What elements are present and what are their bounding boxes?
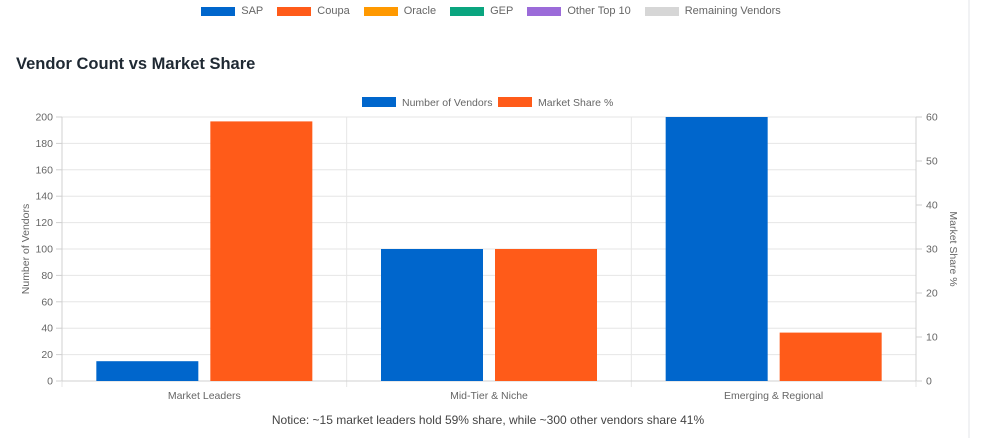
vendor-count-bar: [381, 249, 483, 381]
legend-label: Other Top 10: [567, 5, 631, 17]
x-tick-label: Emerging & Regional: [724, 390, 823, 402]
vendor-count-bar: [96, 361, 199, 381]
y-right-tick-label: 30: [926, 244, 938, 256]
legend-swatch: [363, 6, 398, 16]
legend-swatch: [201, 6, 236, 16]
top-legend-item[interactable]: GEP: [450, 4, 513, 18]
y-right-tick-label: 50: [926, 156, 938, 168]
y-tick-label: 140: [35, 191, 53, 203]
section-title: Vendor Count vs Market Share: [16, 55, 256, 73]
legend-label: Coupa: [317, 5, 350, 17]
y-right-tick-label: 40: [926, 200, 938, 212]
chart-notice: Notice: ~15 market leaders hold 59% shar…: [271, 413, 705, 427]
y-right-tick-label: 20: [926, 288, 938, 300]
y-tick-label: 60: [41, 296, 53, 308]
x-tick-label: Mid-Tier & Niche: [450, 390, 528, 402]
y-right-axis-title: Market Share %: [947, 211, 959, 286]
y-tick-label: 80: [41, 270, 53, 282]
legend-label: Remaining Vendors: [684, 5, 781, 17]
legend-swatch: [277, 6, 312, 16]
top-legend-item[interactable]: Oracle: [363, 4, 437, 18]
y-tick-label: 120: [35, 217, 53, 229]
y-tick-label: 100: [35, 244, 53, 256]
legend-label: GEP: [490, 5, 514, 17]
page-right-rule: [968, 0, 970, 438]
chart-legend-swatch: [362, 97, 396, 107]
top-legend-item[interactable]: Coupa: [277, 4, 350, 18]
y-right-tick-label: 10: [926, 332, 938, 344]
y-tick-label: 180: [35, 138, 53, 150]
market-share-bar: [495, 249, 597, 381]
y-tick-label: 40: [41, 323, 53, 335]
y-axis-title: Number of Vendors: [20, 204, 32, 294]
chart-legend-swatch: [498, 97, 532, 107]
chart-legend-label: Market Share %: [538, 97, 613, 109]
top-legend: SAP Coupa Oracle GEP Other Top 10 Remaining V…: [0, 4, 982, 18]
legend-label: SAP: [241, 5, 264, 17]
legend-swatch: [644, 6, 679, 16]
legend-swatch: [527, 6, 562, 16]
y-tick-label: 20: [41, 349, 53, 361]
vendor-count-bar: [665, 117, 768, 381]
y-tick-label: 200: [35, 112, 53, 124]
market-share-bar: [779, 332, 882, 381]
market-share-bar: [210, 121, 313, 382]
legend-swatch: [450, 6, 485, 16]
top-legend-item[interactable]: Other Top 10: [527, 4, 631, 18]
y-tick-label: 0: [47, 376, 53, 388]
top-legend-item[interactable]: SAP: [201, 4, 263, 18]
x-tick-label: Market Leaders: [168, 390, 241, 402]
y-tick-label: 160: [35, 164, 53, 176]
legend-label: Oracle: [403, 5, 437, 17]
top-legend-item[interactable]: Remaining Vendors: [644, 4, 781, 18]
chart-legend-label: Number of Vendors: [402, 97, 492, 109]
y-right-tick-label: 0: [926, 376, 932, 388]
y-right-tick-label: 60: [926, 112, 938, 124]
